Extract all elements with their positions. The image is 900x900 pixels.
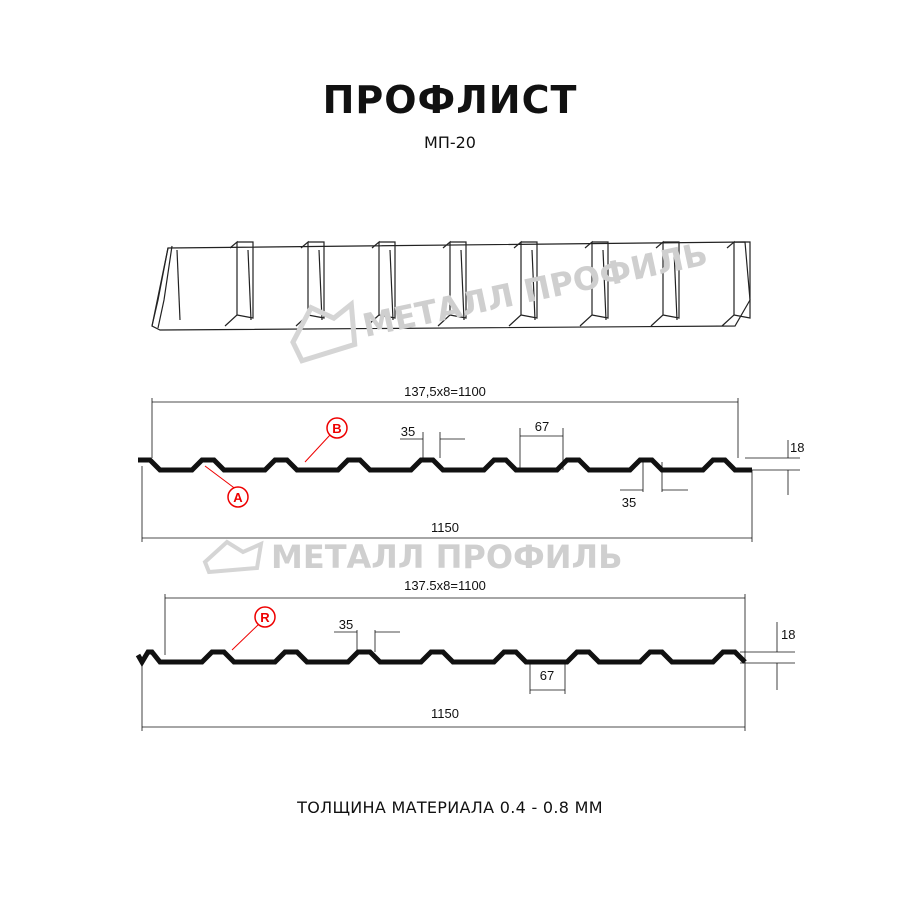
sheet-rib	[224, 240, 238, 327]
sheet-rib	[437, 240, 451, 327]
watermark-middle: МЕТАЛЛ ПРОФИЛЬ	[202, 538, 623, 576]
dimension-pitch-label: 137,5x8=1100	[404, 384, 486, 399]
sheet-rib-top	[591, 241, 609, 319]
sheet-edge	[151, 245, 173, 329]
sheet-valley-line	[176, 249, 181, 321]
sheet-valley-line	[389, 249, 394, 321]
sheet-rib	[579, 240, 593, 327]
dimension-top-flange: 35	[339, 617, 353, 632]
sheet-rib-top	[662, 241, 680, 319]
sheet-rib	[650, 240, 664, 327]
material-thickness-note: ТОЛЩИНА МАТЕРИАЛА 0.4 - 0.8 ММ	[297, 798, 603, 817]
marker-b: B	[304, 417, 348, 463]
page-title: ПРОФЛИСТ	[322, 78, 578, 122]
sheet-valley-line	[460, 249, 465, 321]
svg-text:A: A	[233, 490, 243, 505]
sheet-rib	[508, 240, 522, 327]
marker-a: A	[204, 465, 249, 508]
watermark-logo-icon	[290, 299, 358, 364]
svg-text:R: R	[260, 610, 270, 625]
sheet-rib-top	[449, 241, 467, 319]
dimension-valley: 67	[535, 419, 549, 434]
sheet-rib	[366, 240, 380, 327]
dimension-pitch-label: 137.5x8=1100	[404, 578, 486, 593]
sheet-rib-top	[378, 241, 396, 319]
watermark-text: МЕТАЛЛ ПРОФИЛЬ	[271, 538, 623, 576]
marker-r: R	[231, 606, 276, 651]
profile-a-shape	[138, 457, 752, 473]
sheet-valley-line	[602, 249, 607, 321]
profile-a: 137,5x8=1100 1150 35 67 35 18 A B	[138, 384, 804, 542]
profile-b: 137.5x8=1100 1150 35 67 18 R	[135, 578, 795, 731]
sheet-rib-top	[520, 241, 538, 319]
sheet-rib-top	[733, 241, 751, 319]
sheet-valley-line	[318, 249, 323, 321]
dimension-height: 18	[790, 440, 804, 455]
svg-text:B: B	[332, 421, 341, 436]
sheet-rib-top	[307, 241, 325, 319]
dimension-bottom-flange: 35	[622, 495, 636, 510]
sheet-valley-line	[531, 249, 536, 321]
sheet-valley-line	[247, 249, 252, 321]
sheet-rib-top	[236, 241, 254, 319]
dimension-height: 18	[781, 627, 795, 642]
page-subtitle: МП-20	[424, 133, 476, 152]
profile-b-shape	[135, 649, 747, 667]
dimension-valley: 67	[540, 668, 554, 683]
sheet-valley-line	[673, 249, 678, 321]
dimension-width-label: 1150	[431, 706, 459, 721]
sheet-rib	[721, 240, 735, 327]
watermark-logo-icon	[202, 539, 264, 575]
dimension-width-label: 1150	[431, 520, 459, 535]
dimension-top-flange: 35	[401, 424, 415, 439]
